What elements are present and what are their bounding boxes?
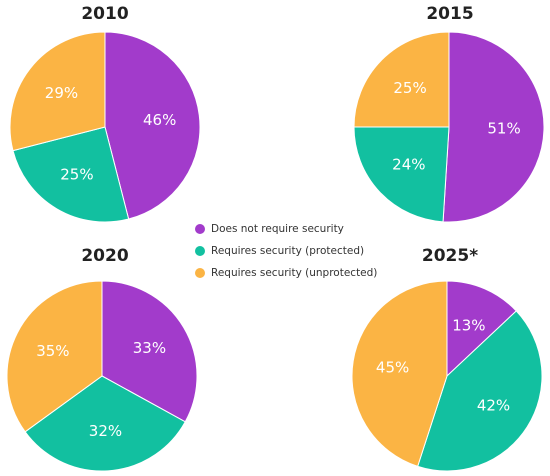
pie-2-slice-protected: [24, 375, 186, 472]
pie-2-slice-does-not-require: [101, 280, 198, 423]
legend-swatch-unprotected: [195, 268, 205, 278]
legend: Does not require security Requires secur…: [195, 218, 377, 284]
pie-3-slice-does-not-require: [446, 280, 517, 378]
legend-swatch-does-not-require: [195, 224, 205, 234]
pie-3-label-unprotected: 45%: [376, 358, 409, 376]
legend-label-does-not-require: Does not require security: [211, 223, 344, 235]
legend-item-protected: Requires security (protected): [195, 240, 377, 262]
legend-label-protected: Requires security (protected): [211, 245, 365, 257]
pie-0-slice-protected: [12, 126, 130, 223]
pie-title-2015: 2015: [426, 4, 474, 24]
pie-2-label-protected: 32%: [89, 422, 122, 440]
legend-item-does-not-require: Does not require security: [195, 218, 377, 240]
pie-1-label-does-not-require: 51%: [487, 120, 520, 138]
pie-0-label-does-not-require: 46%: [143, 111, 176, 129]
pie-0-label-protected: 25%: [60, 165, 93, 183]
pie-0-slice-does-not-require: [104, 31, 201, 220]
pie-3-slice-unprotected: [351, 280, 448, 467]
pie-1-label-unprotected: 25%: [393, 79, 426, 97]
pie-1-slice-protected: [353, 126, 450, 223]
legend-label-unprotected: Requires security (unprotected): [211, 267, 378, 279]
legend-swatch-protected: [195, 246, 205, 256]
pie-1-label-protected: 24%: [392, 156, 425, 174]
legend-item-unprotected: Requires security (unprotected): [195, 262, 377, 284]
pie-0-label-unprotected: 29%: [45, 84, 78, 102]
pie-2-slice-unprotected: [6, 280, 103, 433]
pie-2-label-unprotected: 35%: [36, 342, 69, 360]
pie-1-slice-does-not-require: [442, 31, 545, 223]
pie-title-2010: 2010: [81, 4, 129, 24]
pie-title-2025: 2025*: [421, 246, 479, 266]
pie-3-slice-protected: [417, 310, 543, 472]
pie-3-label-protected: 42%: [477, 397, 510, 415]
pie-3-label-does-not-require: 13%: [452, 316, 485, 334]
pie-0-slice-unprotected: [9, 31, 106, 152]
pie-title-2020: 2020: [81, 246, 129, 266]
pie-2-label-does-not-require: 33%: [133, 339, 166, 357]
pie-1-slice-unprotected: [353, 31, 450, 128]
